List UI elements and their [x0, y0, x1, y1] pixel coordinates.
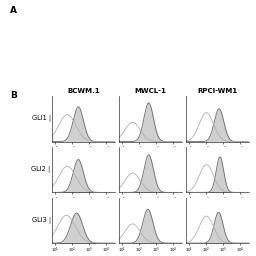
Text: A: A — [10, 6, 17, 15]
Text: B: B — [10, 91, 17, 100]
Title: BCWM.1: BCWM.1 — [67, 88, 100, 94]
Text: GLI1 |: GLI1 | — [31, 115, 51, 122]
Text: GLI3 |: GLI3 | — [31, 217, 51, 224]
Title: MWCL-1: MWCL-1 — [134, 88, 166, 94]
Text: GLI2 |: GLI2 | — [31, 166, 51, 173]
Title: RPCI-WM1: RPCI-WM1 — [197, 88, 238, 94]
